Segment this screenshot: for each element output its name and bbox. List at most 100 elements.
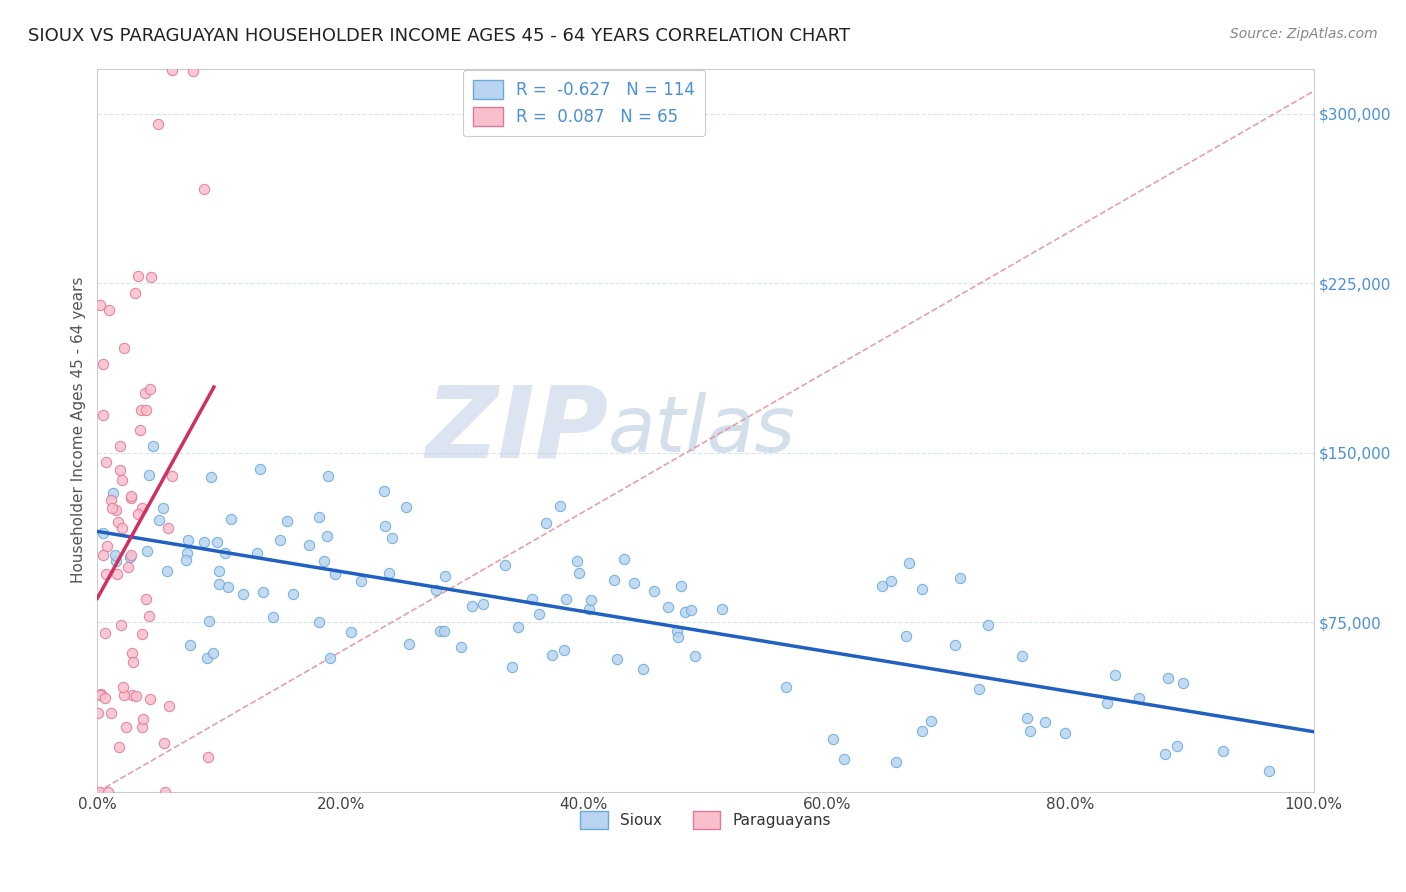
Point (131, 627, 153, 641)
Point (1166, 739, 1188, 753)
Point (111, 520, 134, 534)
Point (103, 486, 125, 500)
Point (121, 646, 143, 660)
Point (121, 688, 143, 702)
Point (578, 602, 600, 616)
Point (262, 610, 284, 624)
Point (152, 501, 174, 516)
Point (633, 662, 655, 676)
Point (100, 706, 122, 721)
Point (553, 643, 575, 657)
Point (104, 548, 127, 562)
Point (1157, 671, 1180, 685)
Point (124, 286, 146, 301)
Text: Source: ZipAtlas.com: Source: ZipAtlas.com (1230, 27, 1378, 41)
Point (710, 602, 733, 616)
Point (884, 755, 907, 769)
Point (127, 507, 149, 521)
Point (86, 706, 108, 720)
Point (683, 648, 706, 663)
Point (433, 624, 456, 638)
Point (93, 691, 115, 706)
Point (249, 461, 271, 475)
Point (128, 424, 150, 438)
Point (520, 591, 543, 606)
Point (139, 270, 162, 285)
Point (107, 739, 129, 754)
Point (1128, 691, 1150, 706)
Point (148, 118, 170, 132)
Point (548, 499, 571, 513)
Point (897, 557, 920, 571)
Point (823, 732, 845, 747)
Point (193, 181, 215, 195)
Point (135, 403, 157, 417)
Point (471, 597, 494, 611)
Point (554, 591, 576, 606)
Point (89, 785, 111, 799)
Point (110, 618, 132, 632)
Point (920, 714, 942, 728)
Point (834, 752, 856, 766)
Point (340, 625, 363, 640)
Point (110, 473, 132, 487)
Point (1053, 725, 1076, 739)
Point (460, 599, 482, 613)
Point (208, 576, 231, 591)
Point (107, 515, 129, 529)
Point (135, 591, 157, 606)
Text: ZIP: ZIP (425, 382, 609, 479)
Point (870, 579, 893, 593)
Point (100, 492, 122, 507)
Point (136, 544, 159, 558)
Point (148, 513, 170, 527)
Point (200, 470, 222, 484)
Point (120, 548, 142, 562)
Point (96, 455, 118, 469)
Point (197, 750, 219, 764)
Point (176, 553, 198, 567)
Y-axis label: Householder Income Ages 45 - 64 years: Householder Income Ages 45 - 64 years (72, 277, 86, 583)
Point (527, 607, 550, 622)
Point (269, 533, 291, 548)
Point (127, 269, 149, 284)
Point (117, 559, 139, 574)
Point (879, 574, 901, 589)
Point (93, 548, 115, 562)
Point (949, 571, 972, 585)
Point (90, 687, 112, 701)
Point (122, 655, 145, 669)
Point (323, 566, 346, 581)
Point (350, 574, 373, 588)
Point (217, 580, 239, 594)
Point (134, 386, 156, 401)
Point (214, 546, 236, 560)
Point (1033, 714, 1056, 729)
Point (381, 532, 404, 546)
Point (205, 535, 228, 549)
Point (977, 617, 1000, 632)
Point (319, 650, 342, 665)
Point (668, 630, 690, 644)
Point (89, 298, 111, 312)
Point (318, 468, 340, 483)
Point (108, 439, 131, 453)
Point (1019, 724, 1042, 739)
Point (281, 587, 304, 601)
Point (252, 584, 274, 599)
Point (105, 567, 128, 582)
Point (120, 491, 142, 505)
Point (967, 681, 990, 696)
Point (114, 720, 136, 734)
Point (1011, 648, 1033, 663)
Point (506, 620, 529, 634)
Point (568, 566, 591, 580)
Point (131, 403, 153, 417)
Point (669, 579, 692, 593)
Point (395, 500, 418, 514)
Point (93, 626, 115, 640)
Point (139, 382, 162, 396)
Point (276, 514, 298, 528)
Point (208, 564, 231, 578)
Point (219, 512, 242, 526)
